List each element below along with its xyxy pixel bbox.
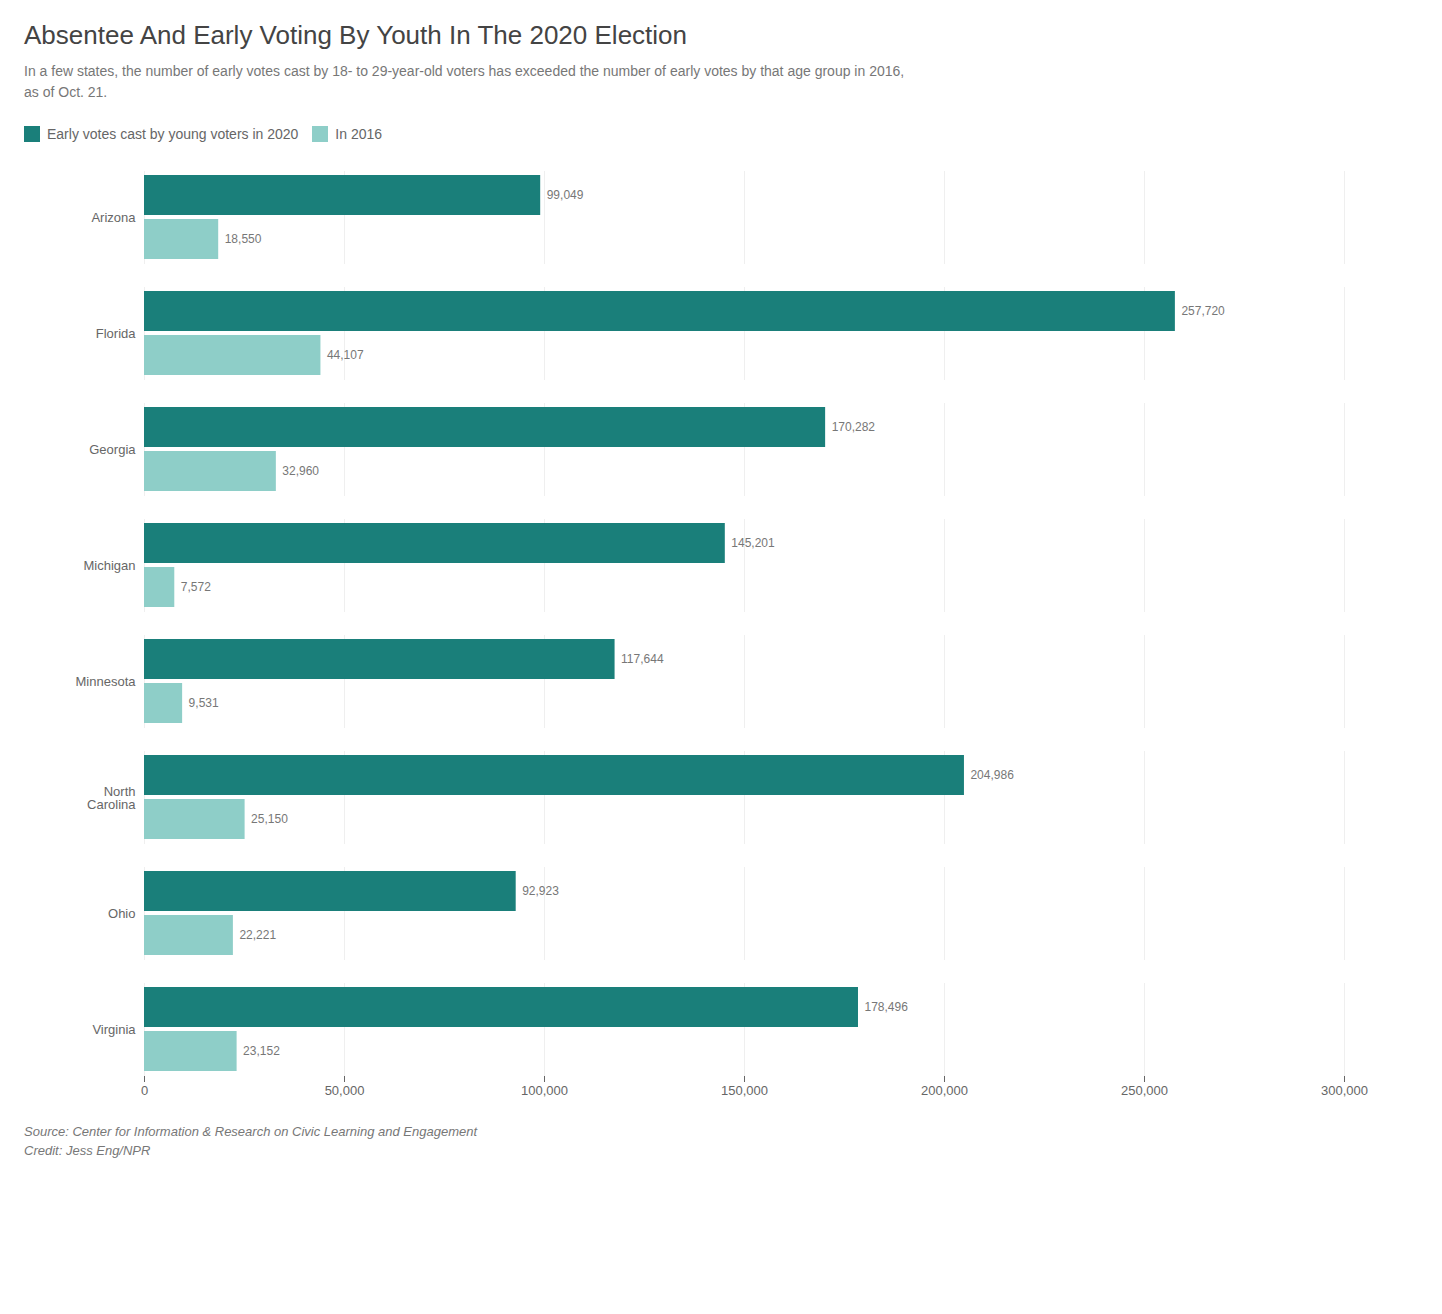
svg-text:7,572: 7,572: [181, 580, 211, 594]
svg-text:99,049: 99,049: [547, 188, 584, 202]
svg-text:117,644: 117,644: [621, 652, 664, 666]
svg-text:25,150: 25,150: [251, 812, 288, 826]
svg-text:23,152: 23,152: [243, 1044, 280, 1058]
svg-text:Georgia: Georgia: [89, 442, 136, 457]
svg-text:200,000: 200,000: [921, 1083, 968, 1098]
html-text:Credit: Jess Eng/NPR: Credit: Jess Eng/NPR: [24, 1143, 151, 1158]
svg-text:257,720: 257,720: [1181, 304, 1225, 318]
svg-text:Michigan: Michigan: [83, 558, 135, 573]
svg-text:Florida: Florida: [96, 326, 137, 341]
svg-text:Arizona: Arizona: [91, 210, 136, 225]
svg-text:44,107: 44,107: [327, 348, 364, 362]
svg-text:100,000: 100,000: [521, 1083, 568, 1098]
html-text:Source: Center for Information: Source: Center for Information & Researc…: [24, 1124, 478, 1139]
svg-text:204,986: 204,986: [970, 768, 1014, 782]
svg-text:150,000: 150,000: [721, 1083, 768, 1098]
svg-text:170,282: 170,282: [832, 420, 876, 434]
svg-text:92,923: 92,923: [522, 884, 559, 898]
svg-text:178,496: 178,496: [864, 1000, 908, 1014]
svg-text:18,550: 18,550: [225, 232, 262, 246]
html-text:In 2016: In 2016: [335, 125, 383, 142]
svg-text:145,201: 145,201: [731, 536, 775, 550]
svg-text:300,000: 300,000: [1321, 1083, 1368, 1098]
html-text:Early votes cast by young vote: Early votes cast by young voters in 2020: [47, 125, 299, 142]
svg-text:32,960: 32,960: [282, 464, 319, 478]
svg-text:NorthCarolina: NorthCarolina: [87, 784, 136, 812]
html-text:Absentee And Early Voting By Y: Absentee And Early Voting By Youth In Th…: [24, 20, 687, 50]
svg-text:250,000: 250,000: [1121, 1083, 1168, 1098]
svg-text:Minnesota: Minnesota: [76, 674, 137, 689]
svg-text:22,221: 22,221: [239, 928, 276, 942]
svg-text:0: 0: [141, 1083, 148, 1098]
html-text:In a few states, the number of: In a few states, the number of early vot…: [24, 63, 905, 100]
svg-text:Virginia: Virginia: [92, 1022, 136, 1037]
svg-text:50,000: 50,000: [325, 1083, 365, 1098]
svg-text:9,531: 9,531: [189, 696, 219, 710]
svg-text:Ohio: Ohio: [108, 906, 135, 921]
